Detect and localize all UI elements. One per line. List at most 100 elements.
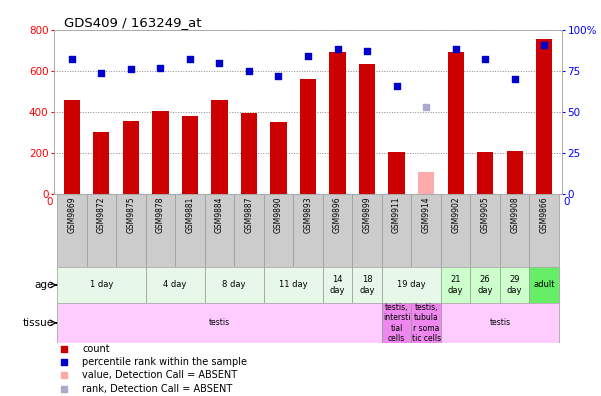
Text: 1 day: 1 day [90,280,113,289]
Text: 8 day: 8 day [222,280,246,289]
Text: GSM9905: GSM9905 [481,196,490,233]
Text: GSM9887: GSM9887 [245,196,254,233]
Text: age: age [34,280,53,290]
Bar [145,194,175,267]
Bar [448,52,464,194]
Text: GSM9869: GSM9869 [67,196,76,233]
Point [395,90,405,97]
Point [451,46,460,53]
Point [395,211,405,218]
Text: rank, Detection Call = ABSENT: rank, Detection Call = ABSENT [82,384,232,394]
Bar [323,194,352,267]
Point [395,333,405,339]
Bar [529,267,559,303]
Bar [471,194,500,267]
Text: GSM9872: GSM9872 [97,196,106,233]
Bar [64,100,80,194]
Point [333,46,343,53]
Text: GSM9911: GSM9911 [392,196,401,233]
Bar [123,121,139,194]
Point [510,76,519,82]
Bar [264,267,323,303]
Bar [418,172,435,194]
Bar [182,116,198,194]
Text: GSM9881: GSM9881 [186,196,194,233]
Point [540,41,549,48]
Bar [507,151,523,194]
Text: GSM9899: GSM9899 [362,196,371,233]
Bar [57,267,145,303]
Point [421,104,431,110]
Point [156,65,165,71]
Text: 4 day: 4 day [163,280,187,289]
Bar [536,39,552,194]
Bar [270,122,287,194]
Text: GSM9914: GSM9914 [422,196,430,233]
Bar [205,194,234,267]
Bar [352,194,382,267]
Bar [359,64,375,194]
Text: count: count [82,344,109,354]
Text: testis,
tubula
r soma
tic cells: testis, tubula r soma tic cells [412,303,441,343]
Text: testis: testis [489,318,510,327]
Bar [323,267,352,303]
Bar [241,113,257,194]
Text: GSM9896: GSM9896 [333,196,342,233]
Text: testis,
intersti
tial
cells: testis, intersti tial cells [383,303,410,343]
Bar [388,152,404,194]
Bar [293,194,323,267]
Bar [382,194,411,267]
Bar [411,303,441,343]
Bar [116,194,145,267]
Bar [234,194,264,267]
Bar [352,267,382,303]
Point [362,48,372,54]
Bar [500,267,529,303]
Point [97,69,106,76]
Bar [57,303,382,343]
Text: GSM9866: GSM9866 [540,196,549,233]
Point [126,66,136,72]
Text: value, Detection Call = ABSENT: value, Detection Call = ABSENT [82,370,237,380]
Bar [212,100,228,194]
Point [185,56,195,63]
Text: 0: 0 [563,196,570,207]
Bar [477,152,493,194]
Bar [57,194,87,267]
Bar [411,194,441,267]
Text: 18
day: 18 day [359,275,375,295]
Text: GSM9878: GSM9878 [156,196,165,233]
Text: GDS409 / 163249_at: GDS409 / 163249_at [64,15,202,29]
Point [303,53,313,59]
Point [67,56,76,63]
Text: GSM9890: GSM9890 [274,196,283,233]
Text: 29
day: 29 day [507,275,522,295]
Text: GSM9884: GSM9884 [215,196,224,233]
Bar [329,52,346,194]
Text: 11 day: 11 day [279,280,308,289]
Text: testis: testis [209,318,230,327]
Point [480,56,490,63]
Bar [87,194,116,267]
Bar [382,303,411,343]
Bar [441,303,559,343]
Bar [441,194,471,267]
Point [215,59,224,66]
Text: 0: 0 [46,196,53,207]
Point [244,68,254,74]
Bar [529,194,559,267]
Text: tissue: tissue [22,318,53,328]
Bar [264,194,293,267]
Text: 21
day: 21 day [448,275,463,295]
Bar [382,267,441,303]
Bar [471,267,500,303]
Text: 19 day: 19 day [397,280,426,289]
Bar [93,131,109,194]
Text: GSM9908: GSM9908 [510,196,519,233]
Text: GSM9893: GSM9893 [304,196,313,233]
Bar [441,267,471,303]
Bar [152,111,168,194]
Text: GSM9875: GSM9875 [126,196,135,233]
Bar [145,267,205,303]
Text: adult: adult [534,280,555,289]
